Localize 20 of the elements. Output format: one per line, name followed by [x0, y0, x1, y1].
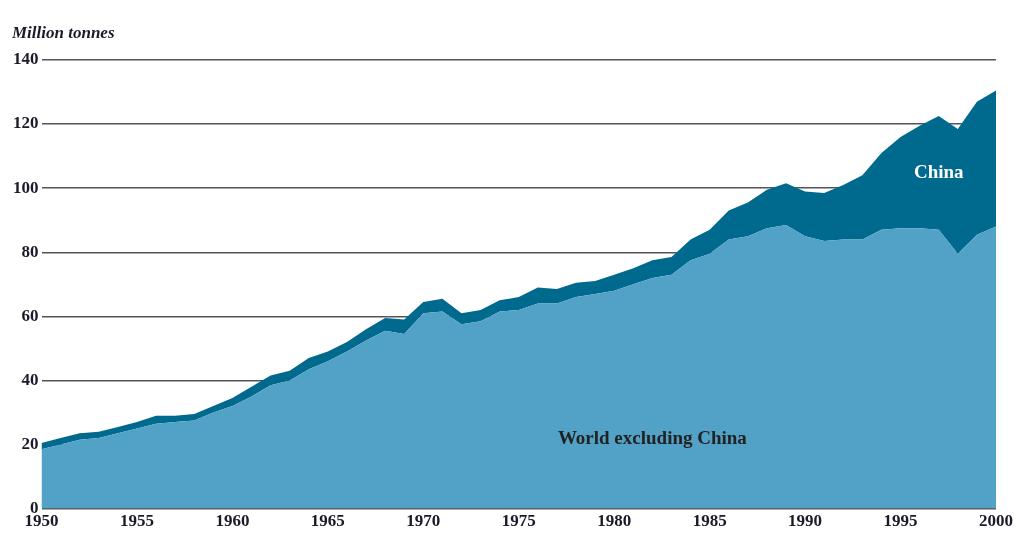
y-tick-label: 60: [21, 305, 39, 325]
y-tick-label: 40: [21, 369, 39, 389]
y-tick-label: 80: [21, 241, 39, 261]
x-tick-label: 1980: [597, 511, 632, 531]
y-tick-label: 20: [21, 433, 39, 453]
x-tick-label: 1975: [501, 511, 536, 531]
x-tick-label: 1970: [406, 511, 441, 531]
x-tick-label: 1965: [310, 511, 345, 531]
y-tick-label: 140: [13, 49, 39, 69]
y-axis-title: Million tonnes: [11, 22, 115, 42]
series-label: China: [913, 160, 965, 182]
x-tick-label: 1990: [788, 511, 823, 531]
y-tick-label: 100: [13, 177, 39, 197]
x-tick-label: 1995: [883, 511, 918, 531]
x-tick-label: 1960: [215, 511, 250, 531]
x-tick-label: 1985: [692, 511, 727, 531]
series-label: World excluding China: [557, 427, 748, 449]
x-tick-label: 2000: [979, 511, 1013, 531]
x-tick-label: 1955: [119, 511, 154, 531]
y-tick-label: 120: [13, 113, 39, 133]
